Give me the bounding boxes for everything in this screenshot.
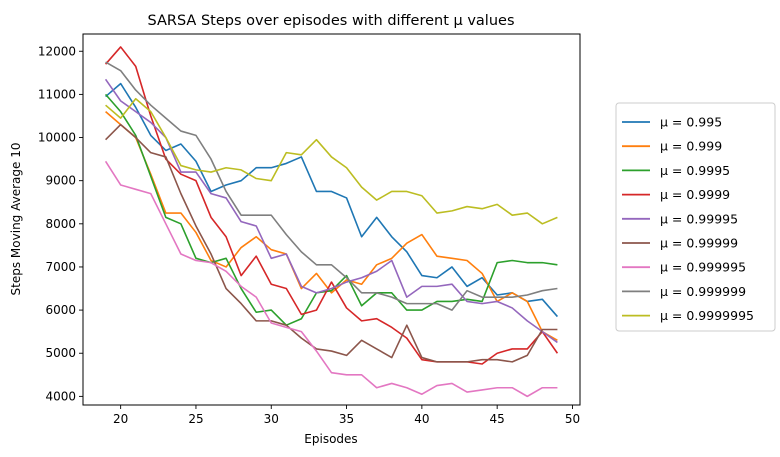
series-line-0 <box>105 82 559 318</box>
series-line-6 <box>104 160 558 398</box>
series-line-3 <box>104 46 559 365</box>
y-tick-label: 8000 <box>45 217 76 231</box>
x-axis-title: Episodes <box>304 432 357 446</box>
x-tick-label: 40 <box>414 412 429 426</box>
series-line-2 <box>104 93 558 326</box>
y-tick-label: 11000 <box>38 87 76 101</box>
legend-label-6: μ = 0.999995 <box>660 260 746 275</box>
legend-box <box>615 102 776 332</box>
series-line-1 <box>105 111 558 341</box>
chart-title: SARSA Steps over episodes with different… <box>147 13 514 29</box>
x-tick-label: 35 <box>339 412 354 426</box>
y-tick-label: 10000 <box>38 131 76 145</box>
plot-frame <box>82 33 581 406</box>
x-tick-label: 30 <box>264 412 279 426</box>
legend-label-8: μ = 0.9999995 <box>660 308 754 323</box>
series-line-8 <box>105 97 558 225</box>
x-tick-label: 50 <box>565 412 580 426</box>
legend-label-2: μ = 0.9995 <box>660 163 730 178</box>
x-axis: 20 25 30 35 40 45 50 <box>113 405 580 426</box>
y-tick-label: 9000 <box>45 174 76 188</box>
legend: μ = 0.995 μ = 0.999 μ = 0.9995 μ = 0.9999 μ … <box>615 102 776 332</box>
legend-label-3: μ = 0.9999 <box>660 187 730 202</box>
series-line-4 <box>104 78 558 344</box>
y-axis-title: Steps Moving Average 10 <box>9 143 23 296</box>
y-tick-label: 4000 <box>45 389 76 403</box>
x-tick-label: 25 <box>188 412 203 426</box>
legend-label-0: μ = 0.995 <box>660 115 722 130</box>
legend-label-7: μ = 0.999999 <box>660 284 746 299</box>
series-line-5 <box>105 123 558 363</box>
y-axis: 4000 5000 6000 7000 8000 9000 10000 11000 12000 <box>38 44 83 403</box>
y-tick-label: 12000 <box>38 44 76 58</box>
legend-label-4: μ = 0.99995 <box>660 211 738 226</box>
legend-label-5: μ = 0.99999 <box>660 236 738 251</box>
y-tick-label: 5000 <box>45 346 76 360</box>
y-tick-label: 6000 <box>45 303 76 317</box>
x-tick-label: 20 <box>113 412 128 426</box>
x-tick-label: 45 <box>490 412 505 426</box>
y-tick-label: 7000 <box>45 260 76 274</box>
legend-label-1: μ = 0.999 <box>660 139 722 154</box>
series-line-7 <box>105 61 558 311</box>
